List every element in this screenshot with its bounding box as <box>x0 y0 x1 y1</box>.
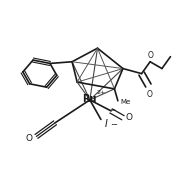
Text: 2+: 2+ <box>97 90 106 95</box>
Text: −: − <box>110 120 117 129</box>
Text: Ru: Ru <box>82 94 96 104</box>
Text: O: O <box>148 51 154 60</box>
Text: I: I <box>104 119 107 129</box>
Text: =: = <box>109 108 115 114</box>
Text: O: O <box>25 134 32 143</box>
Text: O: O <box>146 90 152 99</box>
Text: Me: Me <box>120 99 131 105</box>
Text: O: O <box>126 113 132 122</box>
